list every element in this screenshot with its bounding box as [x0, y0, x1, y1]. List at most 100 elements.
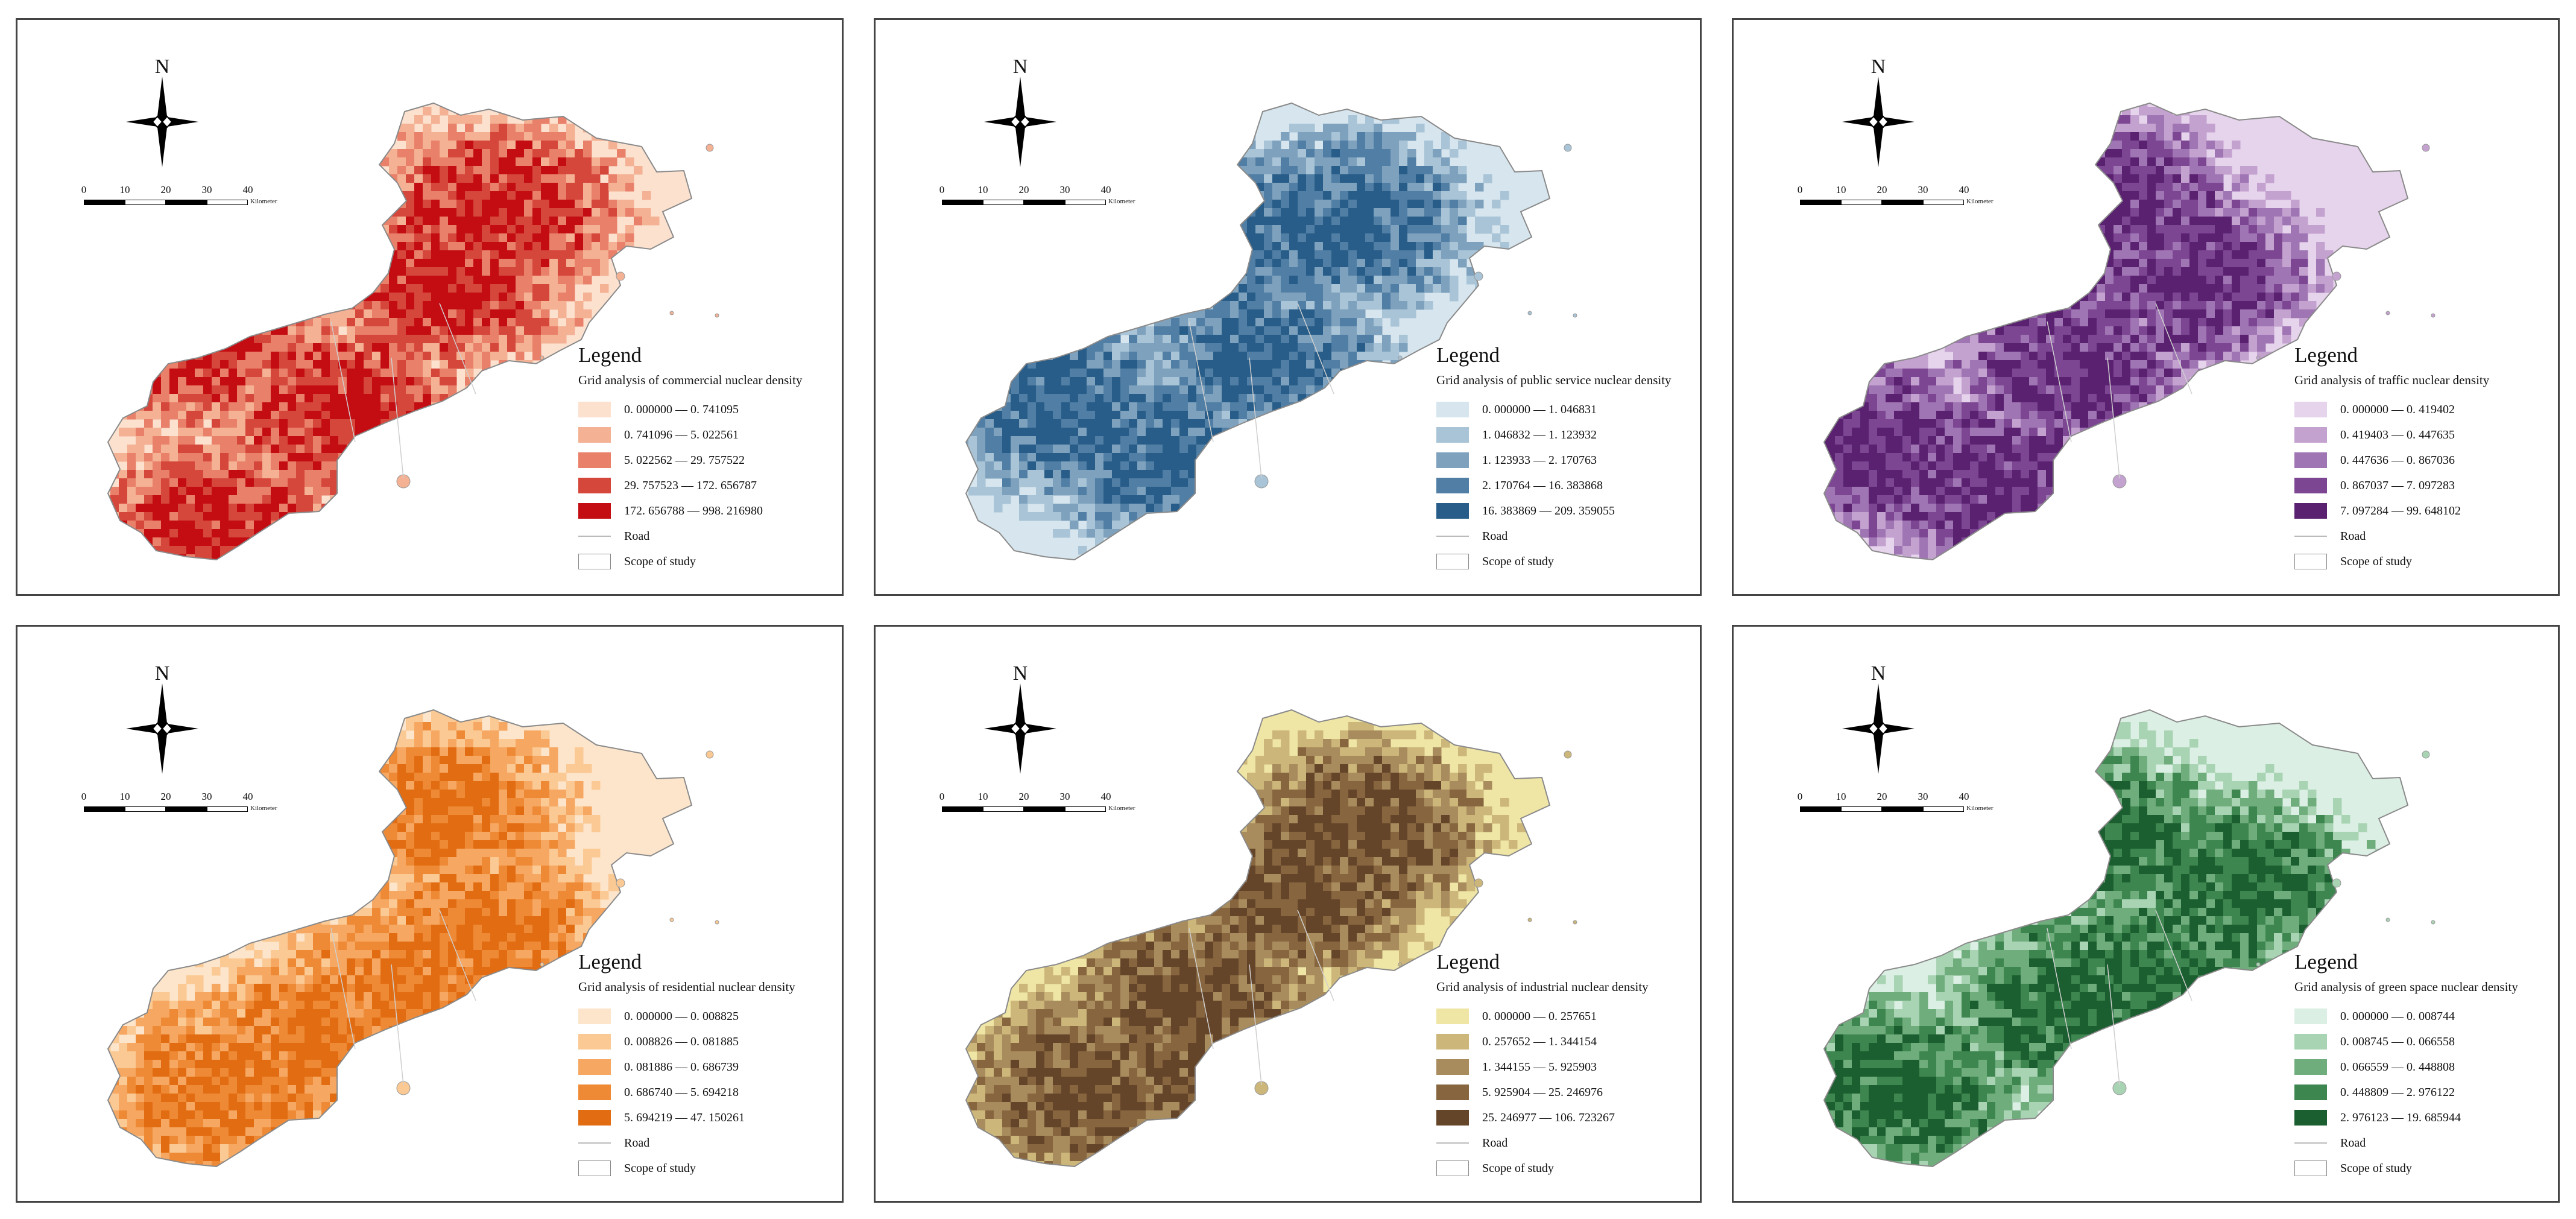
density-cell [1331, 293, 1340, 302]
density-cell [1095, 377, 1104, 386]
density-cell [1146, 453, 1155, 462]
density-cell [977, 478, 986, 487]
density-cell [482, 174, 491, 183]
density-cell [1205, 394, 1214, 403]
density-cell [1289, 428, 1298, 437]
density-cell [1450, 225, 1459, 234]
density-cell [321, 402, 330, 411]
density-cell [1028, 402, 1037, 411]
density-cell [1264, 385, 1273, 394]
density-cell [1272, 461, 1281, 470]
density-cell [1255, 436, 1264, 445]
density-cell [566, 242, 575, 251]
density-cell [406, 200, 415, 209]
density-cell [431, 369, 440, 378]
density-cell [237, 470, 246, 479]
density-cell [2088, 208, 2097, 217]
density-cell [592, 124, 601, 133]
density-cell [1255, 309, 1264, 318]
density-cell [1331, 242, 1340, 251]
density-cell [254, 267, 263, 276]
density-cell [1450, 183, 1459, 192]
density-cell [1205, 326, 1214, 335]
density-cell [473, 200, 482, 209]
density-cell [178, 470, 187, 479]
density-cell [532, 141, 541, 150]
density-cell [2130, 141, 2139, 150]
density-cell [229, 309, 238, 318]
density-cell [271, 563, 280, 572]
density-cell [1298, 343, 1307, 352]
density-cell [245, 301, 254, 310]
density-cell [2265, 191, 2275, 200]
density-cell [1306, 259, 1315, 268]
density-cell [1036, 411, 1045, 420]
density-cell [1391, 259, 1400, 268]
density-cell [1239, 495, 1248, 504]
density-cell [1061, 428, 1070, 437]
density-cell [994, 335, 1003, 344]
density-cell [1230, 512, 1239, 521]
density-cell [1087, 267, 1096, 276]
density-cell [245, 512, 254, 521]
density-cell [229, 377, 238, 386]
density-cell [1407, 267, 1416, 276]
density-cell [1137, 326, 1146, 335]
density-cell [254, 293, 263, 302]
density-cell [2240, 166, 2249, 175]
density-cell [532, 200, 541, 209]
density-cell [1239, 546, 1248, 555]
density-cell [1340, 284, 1349, 293]
density-cell [2029, 242, 2038, 251]
density-cell [1255, 360, 1264, 369]
density-cell [1146, 259, 1155, 268]
density-cell [1036, 402, 1045, 411]
density-cell [1179, 402, 1189, 411]
density-cell [330, 445, 339, 454]
density-cell [1188, 521, 1197, 530]
density-cell [355, 394, 364, 403]
density-cell [985, 385, 994, 394]
density-cell [1222, 385, 1231, 394]
density-cell [541, 301, 550, 310]
density-cell [1416, 360, 1425, 369]
density-cell [1230, 293, 1239, 302]
density-cell [406, 183, 415, 192]
density-cell [186, 529, 195, 538]
density-cell [1103, 352, 1113, 361]
density-cell [465, 132, 474, 141]
density-cell [389, 360, 398, 369]
density-cell [1070, 352, 1079, 361]
density-cell [1120, 495, 1129, 504]
density-cell [507, 276, 516, 285]
density-cell [1399, 276, 1408, 285]
scale-segment [125, 200, 166, 205]
density-cell [1264, 394, 1273, 403]
density-cell [1179, 470, 1189, 479]
density-cell [423, 360, 432, 369]
density-cell [516, 352, 525, 361]
density-cell [153, 360, 162, 369]
density-cell [330, 301, 339, 310]
density-cell [2088, 225, 2097, 234]
density-cell [1213, 487, 1222, 496]
density-cell [1374, 276, 1383, 285]
density-cell [406, 132, 415, 141]
density-cell [1255, 276, 1264, 285]
density-cell [254, 546, 263, 555]
density-cell [2215, 191, 2224, 200]
density-cell [355, 326, 364, 335]
density-cell [1348, 318, 1357, 327]
density-cell [490, 267, 499, 276]
density-cell [549, 124, 558, 133]
density-cell [1374, 166, 1383, 175]
density-cell [2054, 183, 2063, 192]
density-cell [1129, 445, 1138, 454]
density-cell [1146, 377, 1155, 386]
density-cell [2046, 225, 2055, 234]
density-cell [1087, 461, 1096, 470]
density-cell [355, 487, 364, 496]
density-cell [262, 360, 271, 369]
density-cell [1205, 309, 1214, 318]
density-cell [119, 495, 128, 504]
